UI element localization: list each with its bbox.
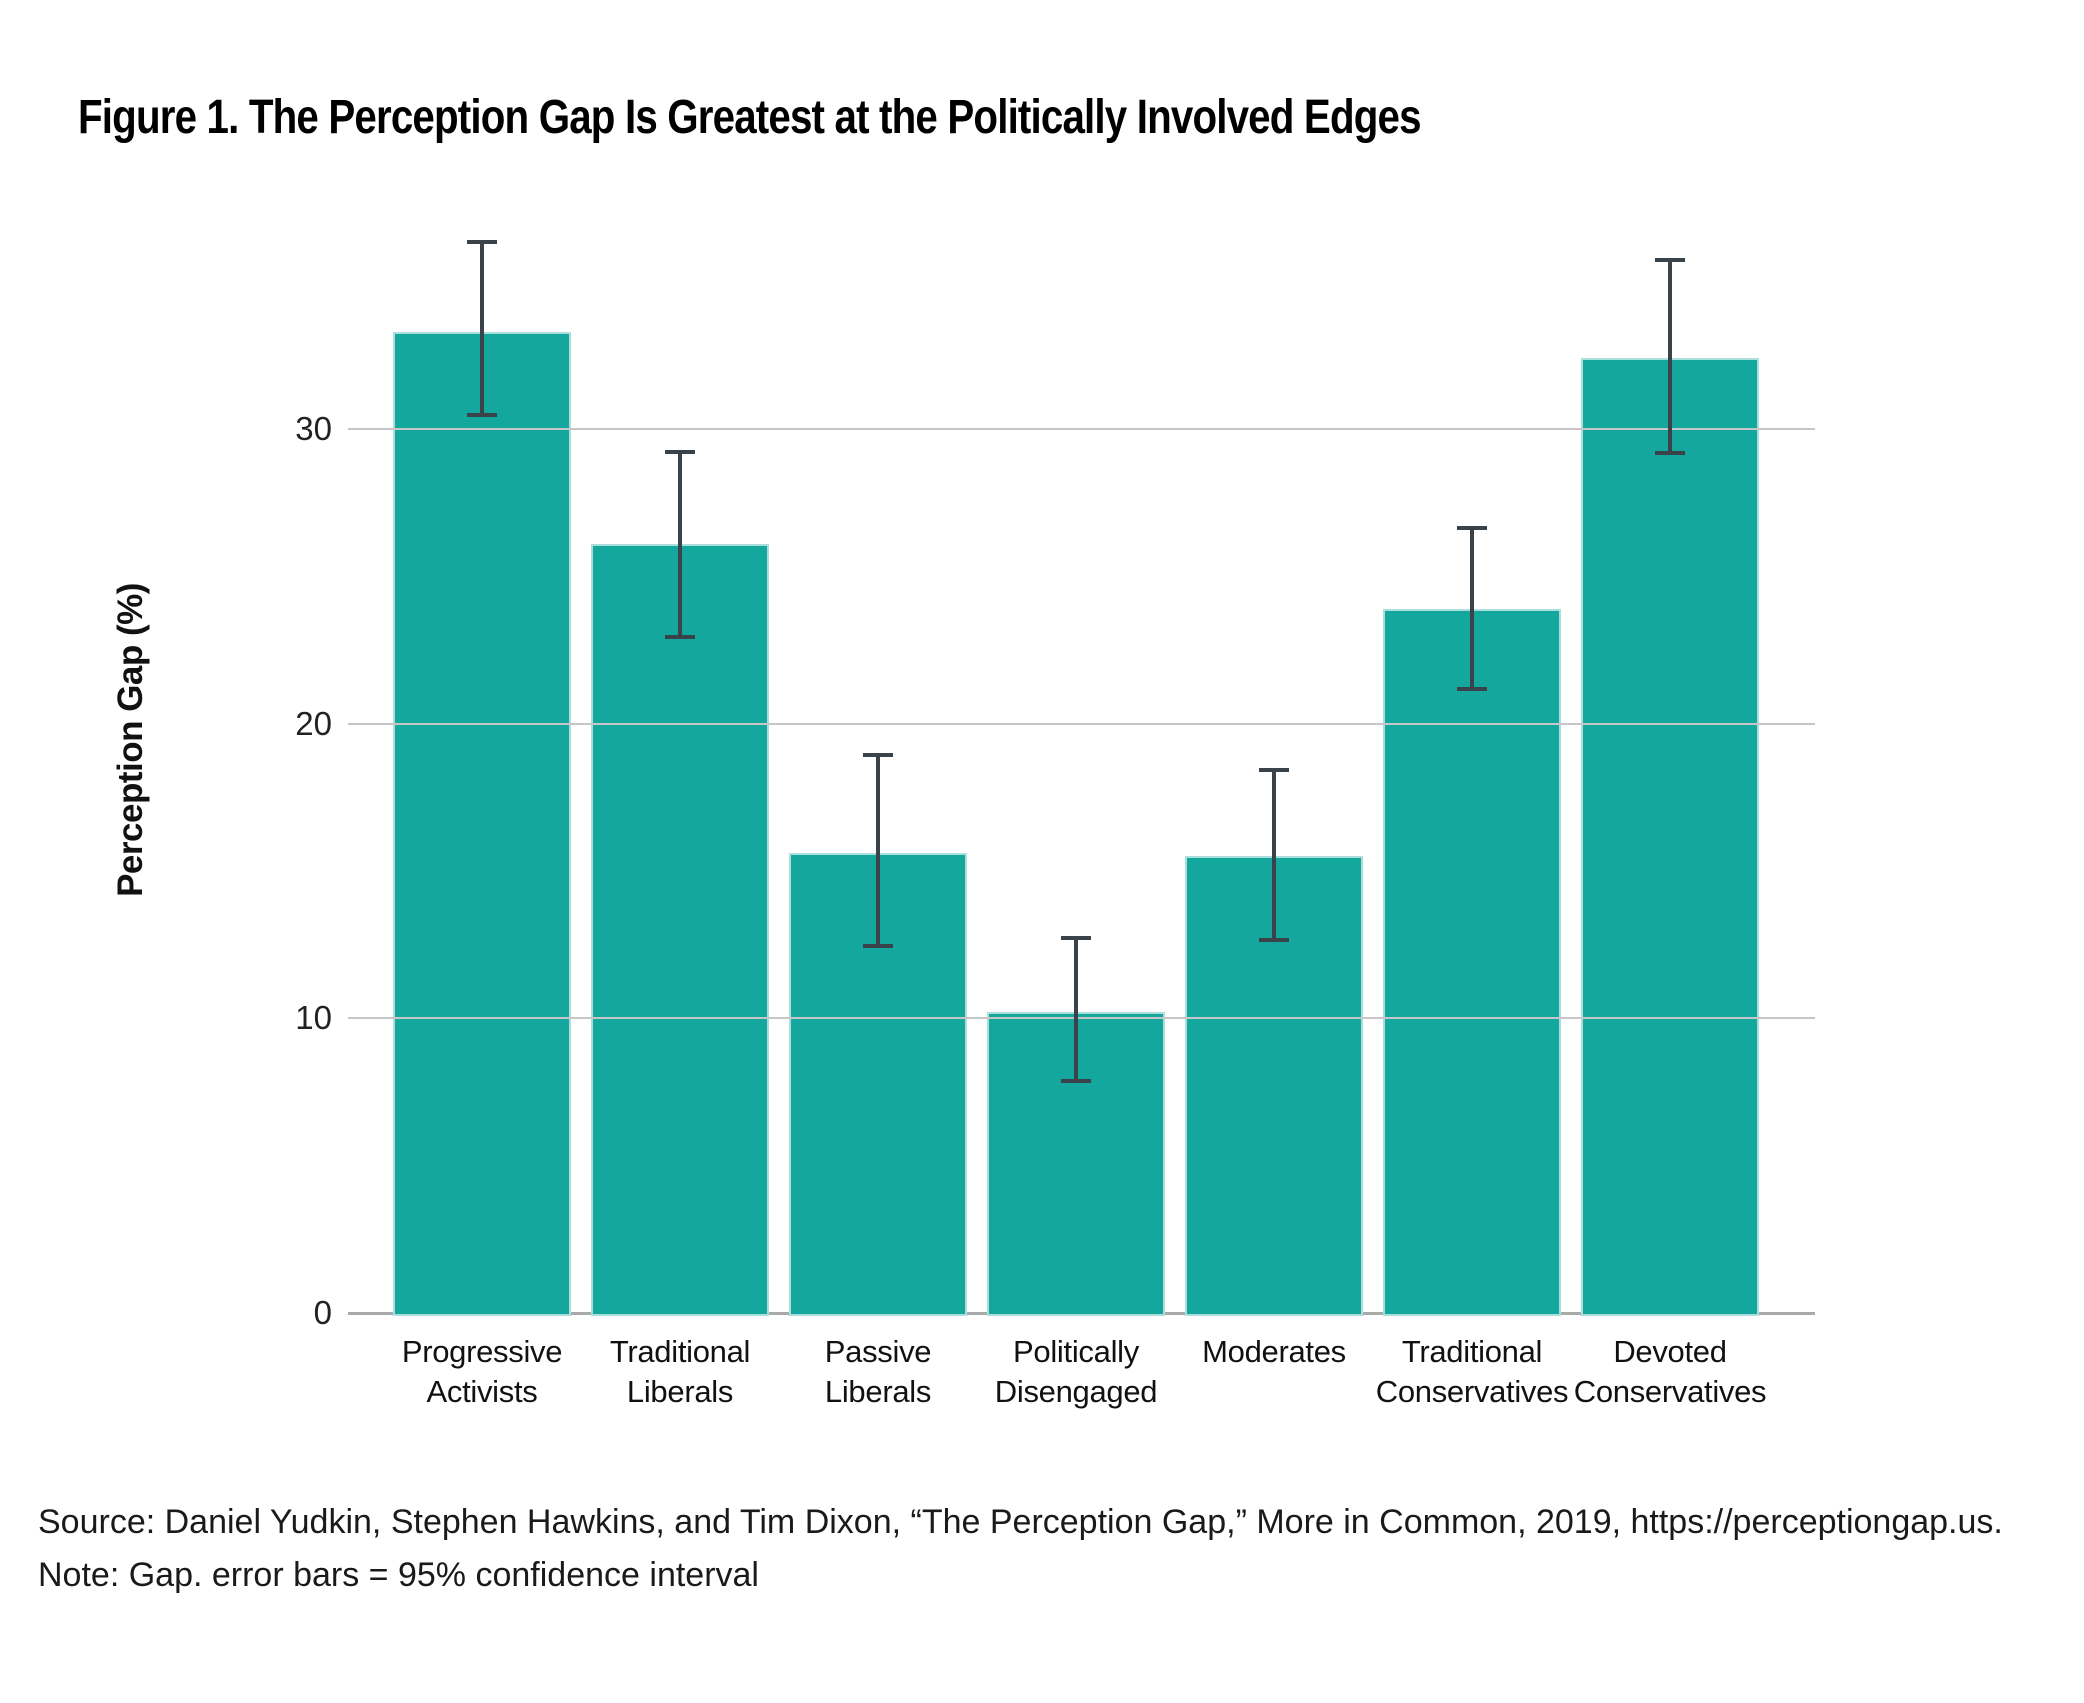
- y-axis-label: Perception Gap (%): [111, 583, 150, 897]
- bar-traditional-liberals: [591, 544, 769, 1316]
- x-tick-label-traditional-liberals: Traditional Liberals: [560, 1332, 800, 1412]
- x-tick-label-line: Traditional: [609, 1334, 751, 1369]
- x-tick-label-moderates: Moderates: [1154, 1332, 1394, 1372]
- error-bar-line: [1074, 936, 1078, 1083]
- error-bar-passive-liberals: [863, 753, 893, 948]
- error-bar-line: [1668, 258, 1672, 455]
- bar-traditional-conservatives: [1383, 609, 1561, 1316]
- error-bar-line: [1470, 526, 1474, 691]
- x-tick-label-line: Moderates: [1202, 1334, 1346, 1369]
- figure-title: Figure 1. The Perception Gap Is Greatest…: [78, 91, 1422, 145]
- x-tick-label-passive-liberals: Passive Liberals: [758, 1332, 998, 1412]
- error-bar-cap-lower: [1061, 1079, 1091, 1083]
- bar-devoted-conservatives: [1581, 358, 1759, 1316]
- x-tick-label-traditional-conservatives: Traditional Conservatives: [1352, 1332, 1592, 1412]
- x-tick-label-progressive-activists: Progressive Activists: [362, 1332, 602, 1412]
- error-bar-line: [678, 450, 682, 639]
- bar-progressive-activists: [393, 332, 571, 1316]
- gridline: [348, 723, 1815, 725]
- x-tick-label-line: Conservatives: [1375, 1374, 1569, 1409]
- error-bar-cap-lower: [1655, 451, 1685, 455]
- error-bar-cap-lower: [665, 635, 695, 639]
- error-bar-devoted-conservatives: [1655, 258, 1685, 455]
- error-bar-cap-upper: [1457, 526, 1487, 530]
- y-tick-label-10: 10: [295, 999, 332, 1036]
- error-bar-cap-lower: [1457, 687, 1487, 691]
- x-tick-label-line: Activists: [426, 1374, 538, 1409]
- x-tick-label-line: Progressive: [401, 1334, 563, 1369]
- error-bar-politically-disengaged: [1061, 936, 1091, 1083]
- x-tick-label-devoted-conservatives: Devoted Conservatives: [1550, 1332, 1790, 1412]
- gridline: [348, 428, 1815, 430]
- error-bar-cap-upper: [665, 450, 695, 454]
- x-tick-label-line: Passive: [824, 1334, 932, 1369]
- error-bar-cap-upper: [1655, 258, 1685, 262]
- x-tick-label-line: Disengaged: [994, 1374, 1158, 1409]
- error-bar-cap-lower: [863, 944, 893, 948]
- error-bar-cap-upper: [467, 240, 497, 244]
- x-tick-label-line: Devoted: [1613, 1334, 1727, 1369]
- error-bar-progressive-activists: [467, 240, 497, 417]
- x-tick-label-politically-disengaged: Politically Disengaged: [956, 1332, 1196, 1412]
- source-note: Source: Daniel Yudkin, Stephen Hawkins, …: [38, 1503, 2003, 1541]
- figure-footer: Source: Daniel Yudkin, Stephen Hawkins, …: [38, 1496, 2003, 1602]
- method-note: Note: Gap. error bars = 95% confidence i…: [38, 1556, 759, 1594]
- error-bar-traditional-conservatives: [1457, 526, 1487, 691]
- x-tick-label-line: Conservatives: [1573, 1374, 1767, 1409]
- error-bar-cap-lower: [467, 413, 497, 417]
- error-bar-line: [1272, 768, 1276, 942]
- error-bar-cap-upper: [1259, 768, 1289, 772]
- y-tick-label-0: 0: [313, 1294, 332, 1331]
- x-tick-label-line: Liberals: [824, 1374, 932, 1409]
- gridline: [348, 1017, 1815, 1019]
- y-tick-label-20: 20: [295, 705, 332, 742]
- error-bar-cap-upper: [1061, 936, 1091, 940]
- y-tick-label-30: 30: [295, 410, 332, 447]
- error-bar-cap-upper: [863, 753, 893, 757]
- x-tick-label-line: Liberals: [626, 1374, 734, 1409]
- error-bar-line: [480, 240, 484, 417]
- x-tick-label-line: Traditional: [1401, 1334, 1543, 1369]
- error-bar-moderates: [1259, 768, 1289, 942]
- error-bar-cap-lower: [1259, 938, 1289, 942]
- error-bar-traditional-liberals: [665, 450, 695, 639]
- x-tick-label-line: Politically: [1013, 1334, 1139, 1369]
- error-bar-line: [876, 753, 880, 948]
